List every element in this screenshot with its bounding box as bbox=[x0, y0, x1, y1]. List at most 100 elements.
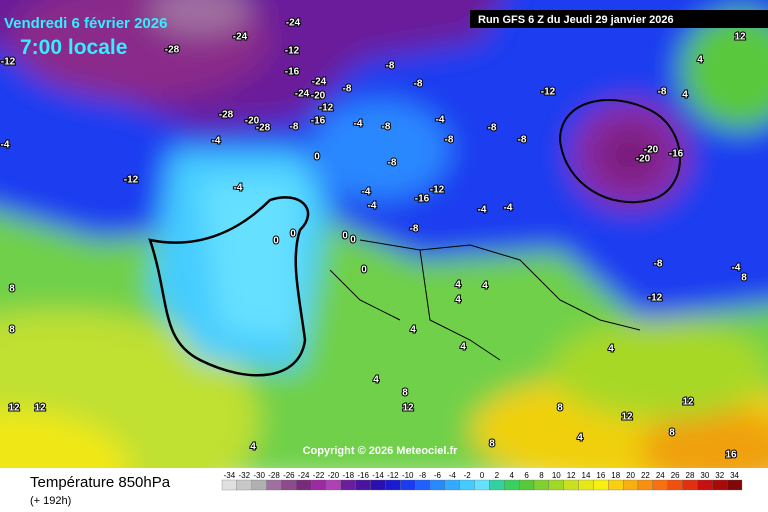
map-label: 8 bbox=[9, 325, 15, 336]
map-label: 12 bbox=[734, 32, 746, 43]
map-label: 12 bbox=[34, 403, 46, 414]
legend-label: 30 bbox=[700, 471, 709, 480]
contour-line bbox=[558, 99, 681, 204]
time: 7:00 locale bbox=[20, 36, 127, 59]
legend-swatch bbox=[281, 479, 297, 491]
map-label: -16 bbox=[285, 67, 300, 78]
legend-swatch bbox=[518, 479, 535, 491]
map-label: -12 bbox=[319, 103, 334, 114]
legend-swatch bbox=[622, 479, 639, 491]
map-label: -4 bbox=[212, 136, 221, 147]
legend-label: -12 bbox=[387, 471, 399, 480]
map-label: -8 bbox=[388, 158, 397, 169]
map-label: -8 bbox=[654, 259, 663, 270]
map-label: -4 bbox=[234, 183, 243, 194]
date: Vendredi 6 février 2026 bbox=[4, 15, 167, 32]
map-label: -4 bbox=[732, 263, 741, 274]
legend-label: -14 bbox=[372, 471, 384, 480]
map-label: -4 bbox=[362, 187, 371, 198]
legend-label: -32 bbox=[239, 471, 251, 480]
map-label: -8 bbox=[386, 61, 395, 72]
legend-swatch bbox=[221, 479, 238, 491]
map-label: 4 bbox=[455, 280, 461, 291]
legend-swatch bbox=[504, 479, 520, 491]
legend-label: 22 bbox=[641, 471, 650, 480]
legend-swatch bbox=[355, 479, 371, 491]
map-label: -4 bbox=[436, 115, 445, 126]
map-label: -8 bbox=[445, 135, 454, 146]
legend-label: 4 bbox=[509, 471, 514, 480]
legend-label: 32 bbox=[715, 471, 724, 480]
legend-swatch bbox=[340, 479, 356, 491]
legend-swatch bbox=[444, 479, 460, 491]
legend-label: 18 bbox=[611, 471, 620, 480]
map-label: 4 bbox=[373, 375, 379, 386]
map-label: -12 bbox=[648, 293, 663, 304]
legend-label: 24 bbox=[656, 471, 665, 480]
legend-swatch bbox=[325, 479, 342, 491]
map-label: -4 bbox=[478, 205, 487, 216]
run-info: Run GFS 6 Z du Jeudi 29 janvier 2026 bbox=[478, 14, 674, 26]
map-label: 12 bbox=[8, 403, 20, 414]
legend-swatch bbox=[682, 479, 698, 491]
contour-line bbox=[148, 196, 310, 377]
legend-swatch bbox=[578, 479, 594, 491]
map-label: 0 bbox=[290, 229, 296, 240]
legend-label: -4 bbox=[449, 471, 457, 480]
map-label: 4 bbox=[455, 295, 461, 306]
legend-swatch bbox=[385, 479, 401, 491]
map-label: -20 bbox=[311, 91, 326, 102]
legend-swatch bbox=[652, 479, 668, 491]
legend-swatch bbox=[697, 479, 713, 491]
map-label: 0 bbox=[314, 152, 320, 163]
map-label: -24 bbox=[312, 77, 327, 88]
legend-label: 8 bbox=[539, 471, 544, 480]
map-label: 12 bbox=[621, 412, 633, 423]
map-label: -12 bbox=[430, 185, 445, 196]
map-label: 4 bbox=[460, 342, 466, 353]
map-label: -24 bbox=[233, 32, 248, 43]
map-label: -28 bbox=[165, 45, 180, 56]
legend-label: 2 bbox=[495, 471, 500, 480]
legend-label: -10 bbox=[402, 471, 414, 480]
map-label: -16 bbox=[311, 116, 326, 127]
map-label: -28 bbox=[219, 110, 234, 121]
footer-title: Température 850hPa bbox=[30, 474, 171, 491]
map-label: -20 bbox=[636, 154, 651, 165]
legend-swatch bbox=[489, 479, 505, 491]
map-label: -4 bbox=[1, 140, 10, 151]
legend-swatch bbox=[474, 479, 490, 491]
map-label: -8 bbox=[410, 224, 419, 235]
legend-swatch bbox=[370, 479, 386, 491]
map-label: 4 bbox=[697, 55, 703, 66]
legend-label: 14 bbox=[582, 471, 591, 480]
lead-time: (+ 192h) bbox=[30, 495, 71, 507]
legend-label: -34 bbox=[224, 471, 236, 480]
legend-label: -18 bbox=[343, 471, 355, 480]
map-label: -12 bbox=[541, 87, 556, 98]
legend-swatch bbox=[310, 479, 327, 491]
map-label: 0 bbox=[361, 265, 367, 276]
coastline bbox=[329, 239, 641, 361]
map-label: 8 bbox=[9, 284, 15, 295]
legend-swatch bbox=[414, 479, 431, 491]
legend-swatch bbox=[548, 479, 564, 491]
map-label: -8 bbox=[343, 84, 352, 95]
legend-label: 10 bbox=[552, 471, 561, 480]
map-label: -8 bbox=[518, 135, 527, 146]
map-label: -8 bbox=[488, 123, 497, 134]
legend-swatch bbox=[593, 479, 609, 491]
map-label: -28 bbox=[256, 123, 271, 134]
map-label: -8 bbox=[658, 87, 667, 98]
map-label: 4 bbox=[682, 90, 688, 101]
run-banner bbox=[470, 10, 768, 28]
copyright: Copyright © 2026 Meteociel.fr bbox=[303, 445, 459, 457]
legend-swatch bbox=[251, 479, 267, 491]
legend-label: -24 bbox=[298, 471, 310, 480]
map-label: -12 bbox=[1, 57, 16, 68]
legend-swatch bbox=[429, 479, 446, 491]
map-label: -24 bbox=[286, 18, 301, 29]
map-label: 0 bbox=[342, 231, 348, 242]
